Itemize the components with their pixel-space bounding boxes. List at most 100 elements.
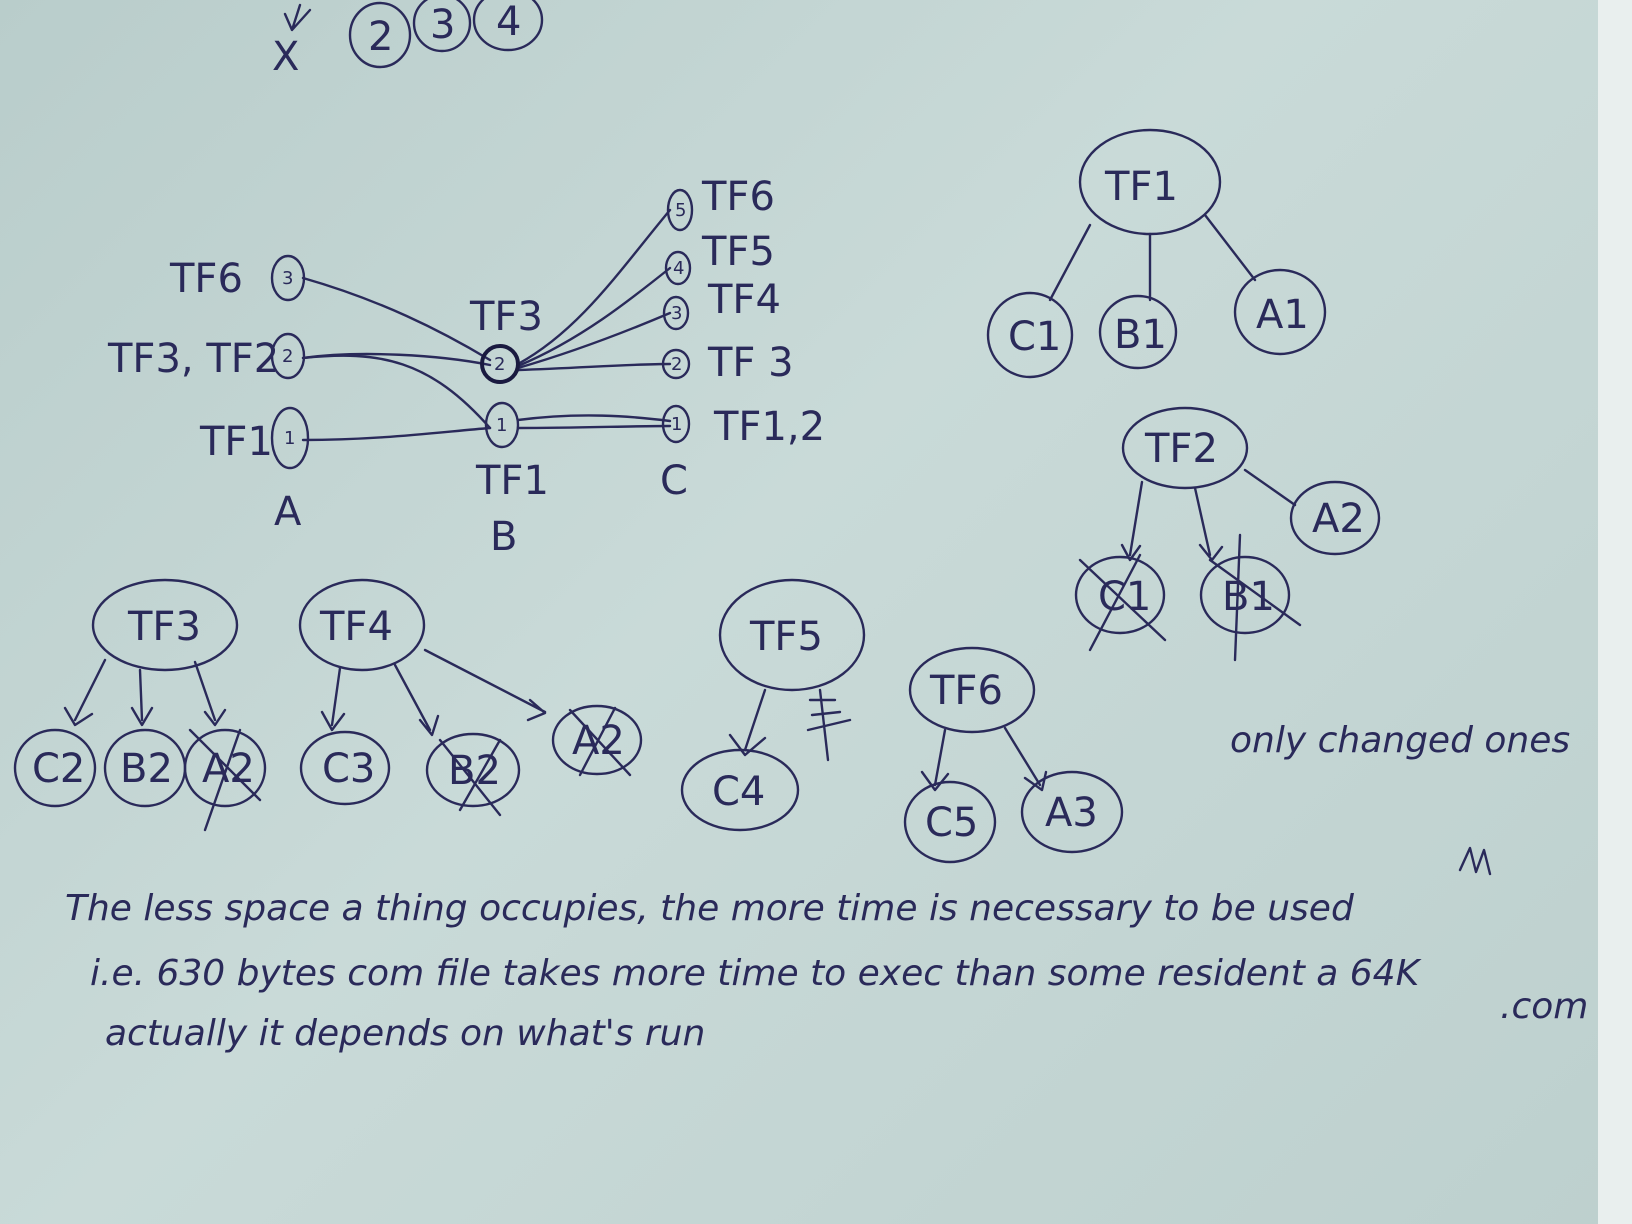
top-circle-4-label: 4	[496, 0, 521, 45]
tree-arrows	[728, 688, 767, 757]
node-num: 2	[494, 354, 505, 375]
tree-child-label: C4	[712, 769, 765, 815]
tree-tf6: TF6 C5 A3	[903, 646, 1124, 864]
edge	[516, 266, 672, 368]
note-com: .com	[1500, 986, 1588, 1027]
note-line-2: i.e. 630 bytes com file takes more time …	[90, 953, 1422, 994]
tree-edges	[1048, 213, 1257, 302]
tree-child	[299, 730, 391, 806]
tree-root-label: TF2	[1144, 426, 1218, 472]
node-label: TF6	[701, 174, 775, 220]
edge	[301, 354, 492, 430]
paper-edge	[1598, 0, 1632, 1224]
node-num: 1	[671, 414, 682, 435]
node-label: TF 3	[707, 340, 794, 386]
tree-child	[1289, 480, 1381, 556]
tree-tf1: TF1 C1 B1 A1	[986, 128, 1327, 379]
tree-child	[986, 291, 1074, 379]
tree-child	[1020, 770, 1124, 854]
tree-root	[908, 646, 1036, 734]
node-label: TF1	[199, 419, 273, 465]
tree-child-label: C1	[1008, 314, 1061, 360]
tree-child	[680, 748, 800, 832]
tree-tf4: TF4 C3 B2 A2	[298, 578, 643, 817]
node-label: TF6	[169, 256, 243, 302]
strike-icon	[1078, 553, 1167, 652]
tree-child	[1233, 268, 1327, 356]
strike-icon	[568, 706, 632, 777]
tree-child-label: C2	[32, 746, 85, 792]
graph-node	[664, 250, 692, 286]
cross-mark: X	[272, 34, 299, 80]
top-circle-2-label: 2	[368, 14, 393, 60]
tree-child	[551, 704, 643, 776]
note-line-3: actually it depends on what's run	[105, 1013, 705, 1054]
graph-node	[270, 406, 310, 470]
edge	[516, 208, 672, 366]
tree-child-label: B1	[1114, 312, 1167, 358]
tree-child	[425, 732, 521, 808]
tree-child	[183, 728, 267, 808]
strike-icon	[1208, 533, 1302, 662]
column-label-a: A	[274, 489, 302, 535]
node-num: 5	[675, 200, 686, 221]
node-label: TF3	[469, 294, 543, 340]
tree-root	[91, 578, 239, 672]
tree-child	[903, 780, 997, 864]
tree-root	[718, 578, 866, 692]
tree-child	[1098, 294, 1178, 370]
node-num: 2	[671, 354, 682, 375]
tree-root	[1121, 406, 1249, 490]
graph-node	[661, 348, 691, 380]
node-label: TF1	[475, 458, 549, 504]
node-label: TF4	[707, 277, 781, 323]
tree-root-label: TF3	[127, 604, 201, 650]
top-circle-3-label: 3	[430, 2, 455, 48]
column-label-b: B	[490, 514, 517, 560]
node-num: 3	[671, 303, 682, 324]
tree-tf3: TF3 C2 B2 A2	[13, 578, 267, 832]
arrow-down-icon	[283, 3, 312, 32]
node-num: 2	[282, 346, 293, 367]
top-circle-3	[412, 0, 472, 53]
graph-node	[662, 295, 690, 331]
strike-icon	[188, 728, 262, 832]
tree-root-label: TF6	[929, 668, 1003, 714]
tree-arrows	[920, 726, 1048, 792]
node-label: TF1,2	[713, 404, 825, 450]
tree-child-label: A2	[1312, 496, 1365, 542]
graph-node	[661, 404, 691, 444]
tree-root-label: TF1	[1104, 164, 1178, 210]
node-num: 1	[496, 415, 507, 436]
column-label-c: C	[660, 458, 688, 504]
graph-node	[270, 332, 306, 380]
tree-arrows	[63, 658, 227, 727]
graph-node	[480, 344, 520, 384]
node-num: 1	[284, 428, 295, 449]
tree-child-label: A3	[1045, 790, 1098, 836]
tree-child	[13, 728, 97, 808]
edge	[516, 311, 672, 370]
graph-node	[270, 254, 306, 302]
graph-node	[666, 188, 694, 232]
tree-arrows	[1120, 468, 1297, 562]
tree-child	[1074, 555, 1166, 635]
tree-root-label: TF5	[749, 614, 823, 660]
node-label: TF5	[701, 229, 775, 275]
edge	[516, 414, 672, 423]
tree-tf5: TF5 C4	[680, 578, 866, 832]
top-circle-2	[348, 1, 412, 69]
tree-child-label: B2	[120, 746, 173, 792]
tree-child-label: C3	[322, 746, 375, 792]
scribble-icon	[1458, 846, 1492, 876]
edge	[516, 424, 672, 430]
top-row: X 2 3 4	[272, 0, 544, 80]
graph-node	[484, 401, 520, 449]
edge	[301, 426, 492, 442]
tree-child-label: C1	[1098, 574, 1151, 620]
top-circle-4	[472, 0, 544, 52]
tree-root-label: TF4	[319, 604, 393, 650]
note-line-1: The less space a thing occupies, the mor…	[65, 888, 1355, 929]
strike-icon	[438, 738, 502, 817]
node-num: 4	[673, 258, 684, 279]
